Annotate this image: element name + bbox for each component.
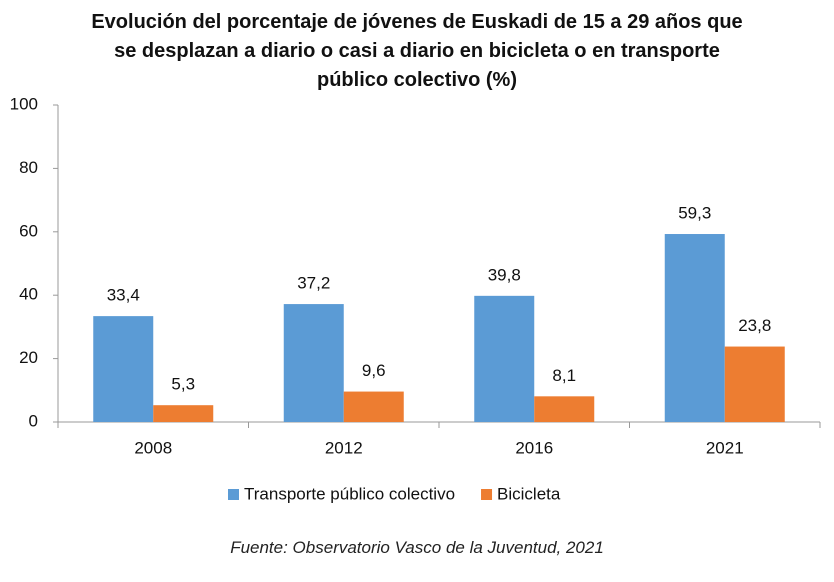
- legend-swatch: [228, 489, 239, 500]
- legend-swatch: [481, 489, 493, 500]
- y-tick-label: 100: [10, 94, 38, 113]
- bar: [153, 405, 214, 422]
- x-tick-label: 2012: [325, 438, 363, 457]
- x-tick-label: 2008: [134, 438, 172, 457]
- bar: [343, 391, 404, 422]
- value-label: 39,8: [488, 265, 521, 284]
- y-tick-label: 80: [19, 158, 38, 177]
- legend-label: Transporte público colectivo: [244, 484, 455, 503]
- x-tick-label: 2016: [515, 438, 553, 457]
- value-label: 9,6: [362, 361, 386, 380]
- chart-title: Evolución del porcentaje de jóvenes de E…: [91, 11, 743, 91]
- value-label: 23,8: [738, 316, 771, 335]
- bar: [534, 396, 595, 422]
- y-tick-label: 0: [29, 411, 38, 430]
- bar: [283, 304, 344, 422]
- bar: [664, 234, 725, 422]
- value-label: 37,2: [297, 274, 330, 293]
- bar: [724, 346, 785, 422]
- bar: [93, 316, 154, 422]
- y-tick-label: 40: [19, 285, 38, 304]
- y-tick-label: 60: [19, 221, 38, 240]
- x-tick-label: 2021: [706, 438, 744, 457]
- value-label: 59,3: [678, 204, 711, 223]
- value-label: 5,3: [171, 375, 195, 394]
- source-note: Fuente: Observatorio Vasco de la Juventu…: [230, 538, 604, 557]
- value-label: 33,4: [107, 286, 140, 305]
- legend-label: Bicicleta: [497, 484, 561, 503]
- bar: [474, 295, 535, 422]
- y-tick-label: 20: [19, 348, 38, 367]
- value-label: 8,1: [552, 366, 576, 385]
